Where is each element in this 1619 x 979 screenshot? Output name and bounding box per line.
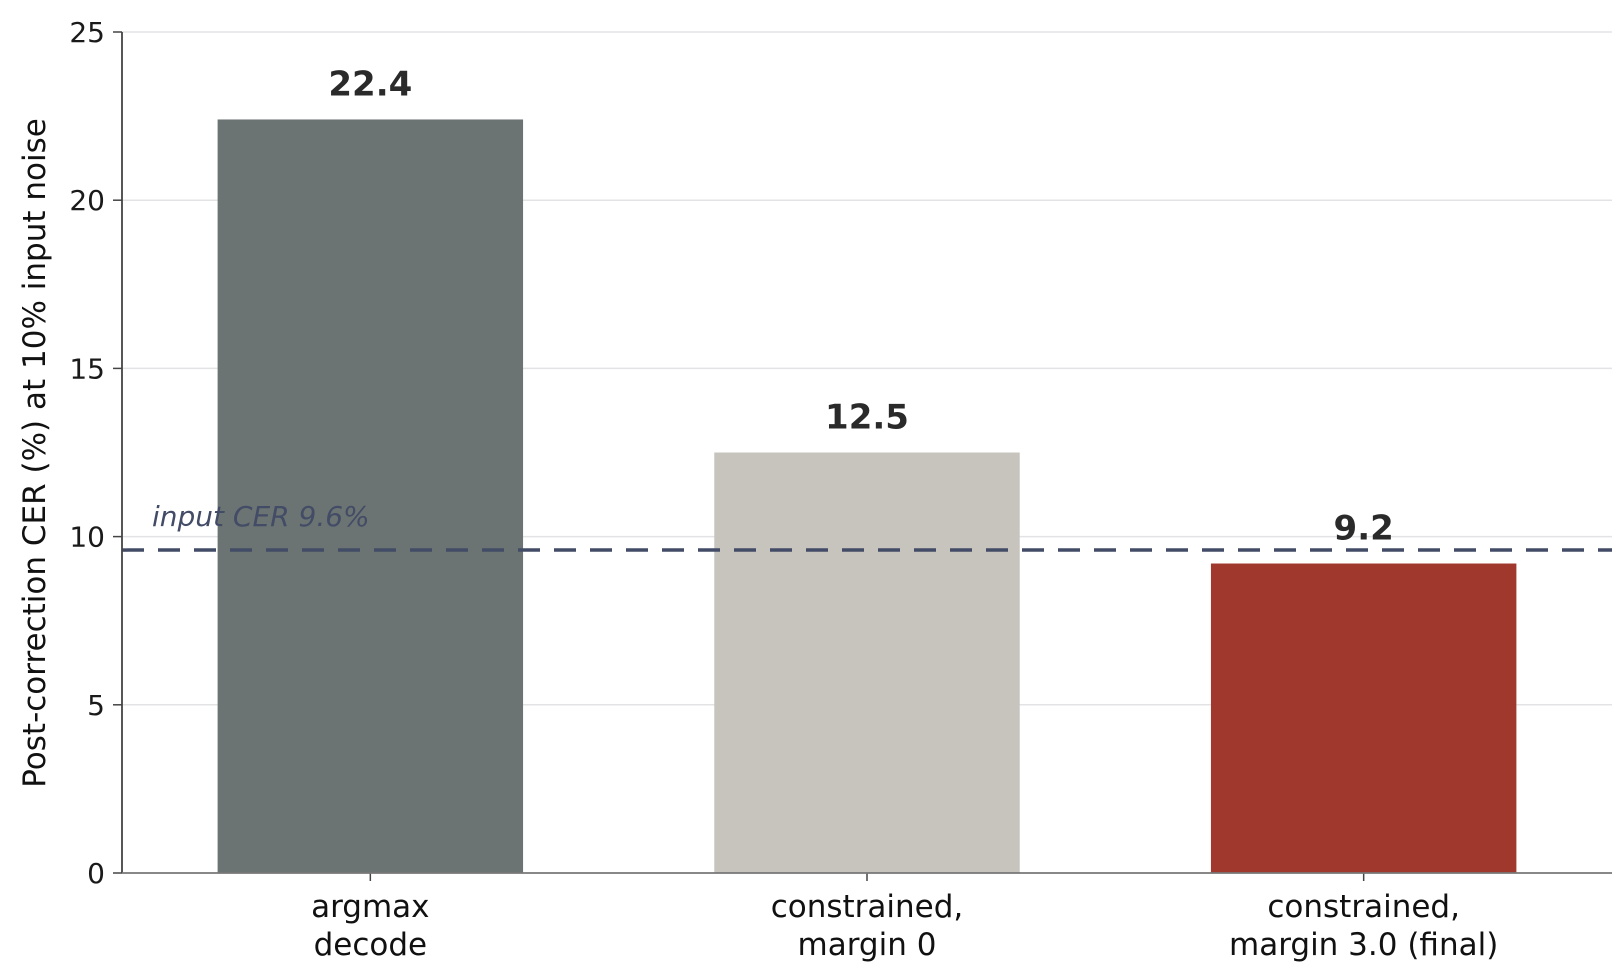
y-tick-label: 20 [69, 184, 105, 217]
y-tick-label: 15 [69, 352, 105, 385]
y-tick-label: 25 [69, 16, 105, 49]
y-axis-title: Post-correction CER (%) at 10% input noi… [17, 118, 53, 788]
reference-line-label: input CER 9.6% [152, 500, 370, 533]
bar-value-label: 9.2 [1334, 509, 1394, 549]
y-tick-label: 10 [69, 521, 105, 554]
x-tick-label-line: margin 3.0 (final) [1229, 927, 1498, 963]
x-tick-label-line: constrained, [1267, 889, 1460, 925]
bar [714, 452, 1020, 873]
x-tick-label-line: decode [314, 927, 428, 963]
labels: 22.4 12.5 9.2 [328, 64, 1393, 548]
reference-line-group: input CER 9.6% [122, 500, 1612, 552]
x-tick-label-line: margin 0 [798, 927, 937, 963]
y-tick-label: 0 [87, 857, 105, 890]
bar [217, 119, 524, 874]
x-tick-label: argmax decode [311, 889, 429, 963]
bar-value-label: 22.4 [328, 64, 412, 104]
x-tick-label: constrained, margin 0 [771, 889, 964, 963]
y-tick-label: 5 [87, 689, 105, 722]
bars [217, 119, 1517, 874]
bar [1210, 563, 1517, 873]
x-tick-label-line: argmax [311, 889, 429, 925]
x-tick-label: constrained, margin 3.0 (final) [1229, 889, 1498, 963]
bar-value-label: 12.5 [825, 398, 909, 438]
x-tick-label-line: constrained, [771, 889, 964, 925]
